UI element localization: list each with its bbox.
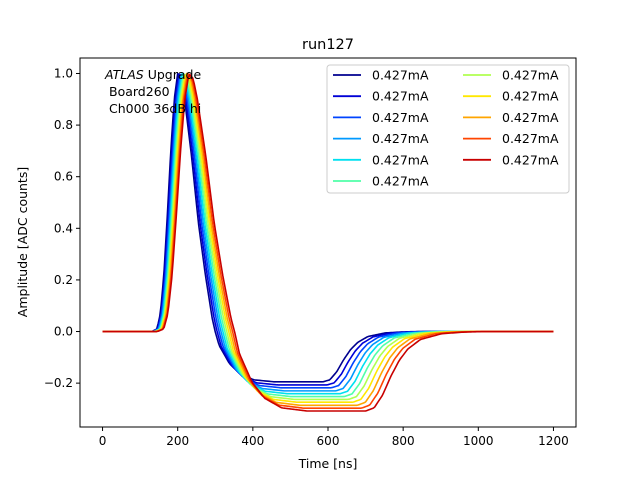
x-tick-label: 600	[317, 434, 340, 448]
legend-label: 0.427mA	[502, 89, 559, 104]
legend-label: 0.427mA	[372, 131, 429, 146]
legend-frame	[326, 64, 570, 194]
svg-text:ATLAS Upgrade: ATLAS Upgrade	[104, 67, 201, 82]
x-tick-label: 200	[166, 434, 189, 448]
y-tick-label: 0.0	[54, 325, 73, 339]
x-tick-label: 800	[392, 434, 415, 448]
x-axis-ticks: 0 200 400 600 800 1000 1200	[99, 427, 569, 448]
legend-label: 0.427mA	[502, 152, 559, 167]
y-tick-label: 0.4	[54, 221, 73, 235]
y-tick-label: 1.0	[54, 66, 73, 80]
y-tick-label: 0.6	[54, 170, 73, 184]
legend-label: 0.427mA	[502, 131, 559, 146]
y-tick-label: −0.2	[44, 376, 73, 390]
legend-label: 0.427mA	[372, 89, 429, 104]
annotation-upgrade: Upgrade	[144, 67, 202, 82]
annotation-atlas: ATLAS	[104, 67, 144, 82]
x-tick-label: 1200	[538, 434, 569, 448]
x-tick-label: 400	[241, 434, 264, 448]
legend-label: 0.427mA	[372, 174, 429, 189]
plot-frame	[79, 57, 577, 428]
annotation-board: Board260	[109, 84, 170, 99]
x-axis-label: Time [ns]	[298, 456, 358, 471]
legend: 0.427mA 0.427mA 0.427mA 0.427mA 0.427mA 0.427…	[326, 64, 570, 194]
y-axis-ticks: −0.2 0.0 0.2 0.4 0.6 0.8 1.0	[44, 66, 80, 390]
series-curves	[102, 72, 554, 412]
chart-title: run127	[302, 37, 354, 53]
x-tick-label: 1000	[463, 434, 494, 448]
atlas-annotation: ATLAS Upgrade Board260 Ch000 36dB hi	[104, 67, 201, 116]
y-axis-label: Amplitude [ADC counts]	[15, 167, 30, 317]
y-tick-label: 0.2	[54, 273, 73, 287]
x-tick-label: 0	[99, 434, 107, 448]
legend-label: 0.427mA	[502, 110, 559, 125]
legend-label: 0.427mA	[372, 152, 429, 167]
legend-label: 0.427mA	[372, 110, 429, 125]
y-tick-label: 0.8	[54, 118, 73, 132]
legend-label: 0.427mA	[372, 68, 429, 83]
annotation-channel: Ch000 36dB hi	[109, 101, 201, 116]
legend-label: 0.427mA	[502, 68, 559, 83]
series-line-11	[102, 73, 554, 412]
